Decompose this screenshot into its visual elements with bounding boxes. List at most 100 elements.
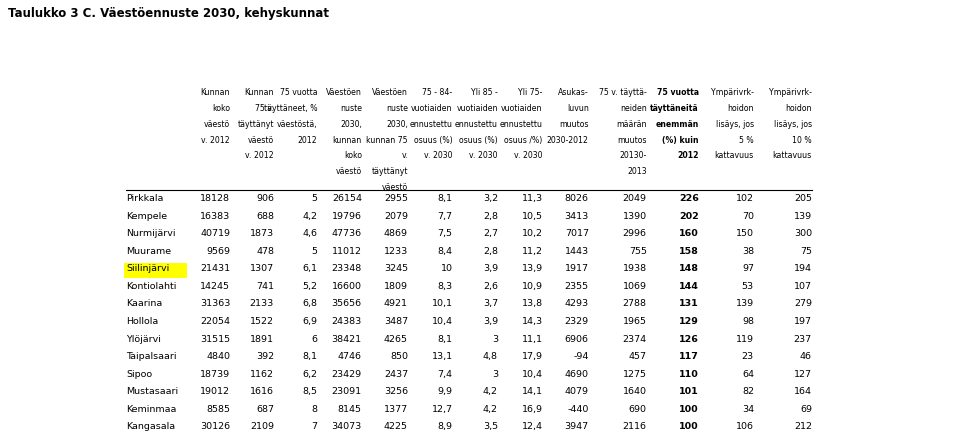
Text: 8: 8 (311, 405, 317, 413)
Text: nuste: nuste (340, 104, 362, 113)
Text: enemmän: enemmän (656, 120, 699, 129)
Text: 10 %: 10 % (792, 135, 812, 145)
Text: 5,2: 5,2 (302, 282, 317, 291)
Text: 26154: 26154 (332, 194, 362, 203)
Text: nuste: nuste (386, 104, 408, 113)
Text: 14,3: 14,3 (521, 317, 542, 326)
Text: 23348: 23348 (331, 265, 362, 273)
Text: 1917: 1917 (564, 265, 588, 273)
Text: vuotiaiden: vuotiaiden (456, 104, 498, 113)
Text: Muurame: Muurame (126, 247, 171, 256)
Text: 11012: 11012 (332, 247, 362, 256)
Text: 3: 3 (492, 335, 498, 343)
Text: 194: 194 (794, 265, 812, 273)
Text: 69: 69 (800, 405, 812, 413)
Text: 117: 117 (679, 352, 699, 361)
Text: 4840: 4840 (206, 352, 230, 361)
Text: Ympärivrk-: Ympärivrk- (769, 88, 812, 97)
Text: 3256: 3256 (384, 387, 408, 396)
Text: osuus (%): osuus (%) (414, 135, 452, 145)
Text: 98: 98 (742, 317, 754, 326)
Text: 10,5: 10,5 (521, 212, 542, 221)
Text: 16,9: 16,9 (521, 405, 542, 413)
Text: 75 v. täyttä-: 75 v. täyttä- (599, 88, 647, 97)
Text: 2,8: 2,8 (483, 247, 498, 256)
Text: 4921: 4921 (384, 300, 408, 308)
Text: 850: 850 (390, 352, 408, 361)
Text: 13,1: 13,1 (431, 352, 452, 361)
Text: 70: 70 (742, 212, 754, 221)
Text: 4746: 4746 (338, 352, 362, 361)
Text: 31515: 31515 (200, 335, 230, 343)
Text: koko: koko (344, 152, 362, 160)
Text: 11,3: 11,3 (521, 194, 542, 203)
Text: 150: 150 (736, 229, 754, 238)
Text: 2012: 2012 (298, 135, 317, 145)
Text: 8,1: 8,1 (438, 194, 452, 203)
Text: osuus (%): osuus (%) (459, 135, 498, 145)
Text: 12,7: 12,7 (432, 405, 452, 413)
Text: 131: 131 (679, 300, 699, 308)
Text: 19796: 19796 (332, 212, 362, 221)
Text: 237: 237 (794, 335, 812, 343)
Text: 2049: 2049 (623, 194, 647, 203)
Text: 1162: 1162 (250, 370, 274, 378)
Text: 6906: 6906 (564, 335, 588, 343)
Text: koko: koko (212, 104, 230, 113)
Text: 1640: 1640 (623, 387, 647, 396)
Text: v. 2030: v. 2030 (424, 152, 452, 160)
Text: Siilinjärvi: Siilinjärvi (126, 265, 169, 273)
Text: vuotiaiden: vuotiaiden (411, 104, 452, 113)
Text: 8,4: 8,4 (438, 247, 452, 256)
Text: 1873: 1873 (250, 229, 274, 238)
Text: 3,9: 3,9 (483, 265, 498, 273)
Text: 40719: 40719 (200, 229, 230, 238)
Text: 2030,: 2030, (386, 120, 408, 129)
Text: 164: 164 (794, 387, 812, 396)
Text: 10,4: 10,4 (432, 317, 452, 326)
Text: 1809: 1809 (384, 282, 408, 291)
Text: 30126: 30126 (200, 422, 230, 431)
Text: kunnan: kunnan (332, 135, 362, 145)
Text: 7,4: 7,4 (438, 370, 452, 378)
Text: 75 - 84-: 75 - 84- (422, 88, 452, 97)
Text: 8,1: 8,1 (302, 352, 317, 361)
Text: osuus /%): osuus /%) (504, 135, 542, 145)
Text: 75 v.: 75 v. (255, 104, 274, 113)
Text: 202: 202 (679, 212, 699, 221)
Text: 20130-: 20130- (619, 152, 647, 160)
Text: 107: 107 (794, 282, 812, 291)
Text: 4265: 4265 (384, 335, 408, 343)
Text: Keminmaa: Keminmaa (126, 405, 177, 413)
Text: 2,8: 2,8 (483, 212, 498, 221)
Text: 101: 101 (679, 387, 699, 396)
Text: 47736: 47736 (331, 229, 362, 238)
Text: v.: v. (401, 152, 408, 160)
Text: 741: 741 (256, 282, 274, 291)
Text: muutos: muutos (617, 135, 647, 145)
Text: 3413: 3413 (564, 212, 588, 221)
Text: 2788: 2788 (623, 300, 647, 308)
Text: v. 2012: v. 2012 (246, 152, 274, 160)
Text: 1616: 1616 (250, 387, 274, 396)
Text: Kunnan: Kunnan (245, 88, 274, 97)
Text: 34: 34 (742, 405, 754, 413)
Text: 1390: 1390 (623, 212, 647, 221)
Text: 102: 102 (736, 194, 754, 203)
Text: 3,7: 3,7 (483, 300, 498, 308)
Text: 5: 5 (311, 194, 317, 203)
Text: 3,5: 3,5 (483, 422, 498, 431)
Text: 2,7: 2,7 (483, 229, 498, 238)
Text: 7: 7 (311, 422, 317, 431)
Text: 392: 392 (256, 352, 274, 361)
Text: 119: 119 (736, 335, 754, 343)
Text: 8145: 8145 (338, 405, 362, 413)
Text: 755: 755 (629, 247, 647, 256)
Text: 2012: 2012 (678, 152, 699, 160)
Text: 2374: 2374 (623, 335, 647, 343)
Text: 2,6: 2,6 (483, 282, 498, 291)
Text: Kunnan: Kunnan (201, 88, 230, 97)
Text: 6: 6 (311, 335, 317, 343)
Text: 6,8: 6,8 (302, 300, 317, 308)
Text: hoidon: hoidon (785, 104, 812, 113)
